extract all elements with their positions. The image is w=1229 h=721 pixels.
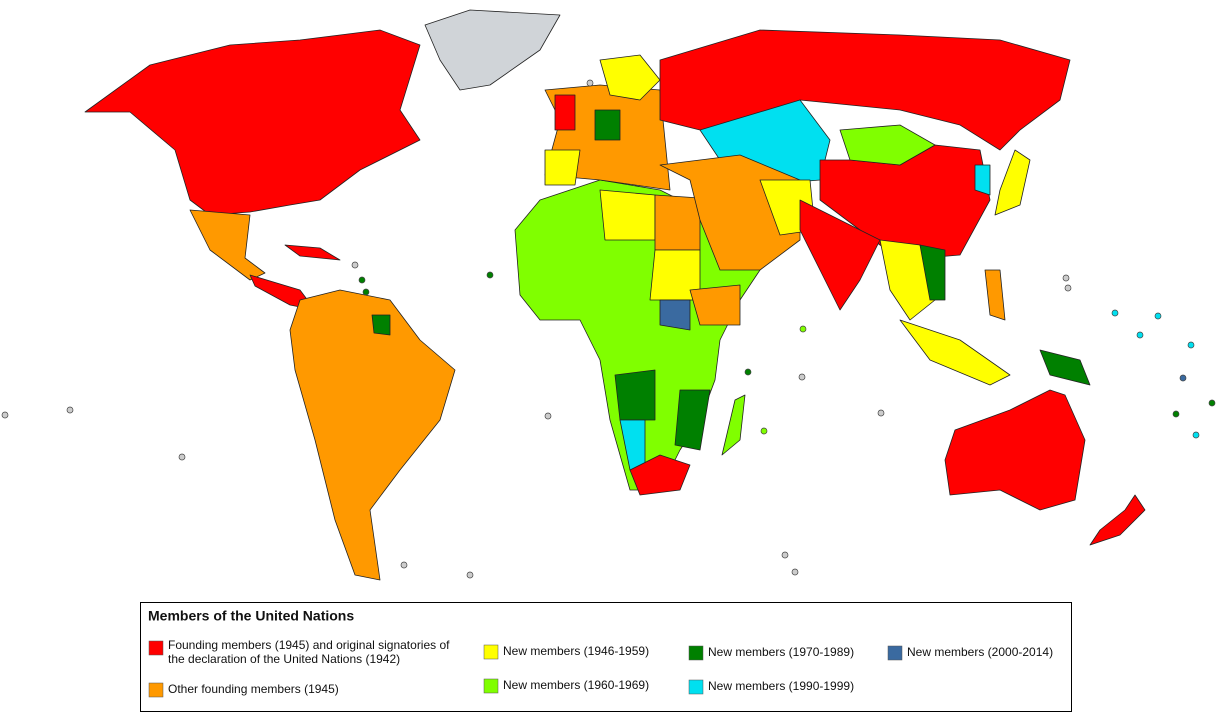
south-sudan <box>659 299 691 331</box>
island <box>798 373 806 381</box>
mongolia <box>839 124 936 166</box>
legend-swatch <box>148 682 164 698</box>
madagascar <box>721 394 746 456</box>
legend-swatch <box>483 678 499 694</box>
legend-label: Founding members (1945) and original sig… <box>168 638 450 652</box>
uk <box>554 94 576 131</box>
south-america <box>289 289 456 581</box>
island <box>1111 309 1119 317</box>
island <box>1154 312 1162 320</box>
greenland <box>424 9 561 91</box>
legend-box <box>140 602 1072 712</box>
legend-swatch <box>688 679 704 695</box>
legend-title: Members of the United Nations <box>148 608 354 624</box>
island <box>358 276 366 284</box>
island <box>1187 341 1195 349</box>
southeast-asia <box>879 239 936 321</box>
south-africa <box>629 454 691 496</box>
mexico <box>189 209 266 281</box>
iberia <box>544 149 581 186</box>
island <box>760 427 768 435</box>
island <box>1 411 9 419</box>
island <box>544 412 552 420</box>
island <box>744 368 752 376</box>
island <box>1172 410 1180 418</box>
libya-algeria <box>599 189 656 241</box>
island <box>1136 331 1144 339</box>
legend: Members of the United Nations Founding m… <box>140 602 1072 712</box>
countries <box>84 9 1146 581</box>
germany <box>594 109 621 141</box>
island <box>781 551 789 559</box>
angola <box>614 369 656 421</box>
island <box>1192 431 1200 439</box>
philippines <box>984 269 1006 321</box>
new-zealand <box>1089 494 1146 546</box>
legend-label: New members (1960-1969) <box>503 678 649 692</box>
island <box>486 271 494 279</box>
japan <box>994 149 1031 216</box>
island <box>66 406 74 414</box>
indonesia <box>899 319 1011 386</box>
north-america <box>84 29 421 216</box>
egypt <box>654 194 701 251</box>
papua-new-guinea <box>1039 349 1091 386</box>
mozambique <box>674 389 711 451</box>
legend-label: Other founding members (1945) <box>168 682 339 696</box>
cuba <box>284 244 341 261</box>
legend-swatch <box>688 645 704 661</box>
island <box>351 261 359 269</box>
island <box>178 453 186 461</box>
legend-swatch <box>887 645 903 661</box>
small-islands <box>1 79 1216 579</box>
island <box>1179 374 1187 382</box>
island <box>877 409 885 417</box>
island <box>586 79 594 87</box>
island <box>791 568 799 576</box>
ethiopia <box>689 284 741 326</box>
scandinavia <box>599 54 661 101</box>
guyana <box>371 314 391 336</box>
island <box>362 288 370 296</box>
legend-label: New members (1946-1959) <box>503 644 649 658</box>
legend-swatch <box>148 640 164 656</box>
island <box>799 325 807 333</box>
island <box>400 561 408 569</box>
island <box>1208 399 1216 407</box>
australia <box>944 389 1086 511</box>
korea <box>974 164 991 196</box>
island <box>1064 284 1072 292</box>
legend-label: the declaration of the United Nations (1… <box>168 652 400 666</box>
island <box>466 571 474 579</box>
legend-swatch <box>483 644 499 660</box>
island <box>1062 274 1070 282</box>
legend-label: New members (1990-1999) <box>708 679 854 693</box>
vietnam <box>919 244 946 301</box>
legend-label: New members (1970-1989) <box>708 645 854 659</box>
legend-label: New members (2000-2014) <box>907 645 1053 659</box>
india <box>799 199 881 311</box>
